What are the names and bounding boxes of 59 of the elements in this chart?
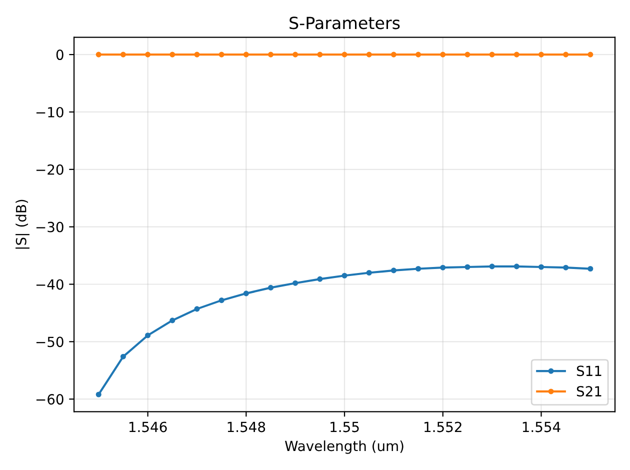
point xyxy=(96,52,102,58)
point xyxy=(218,298,224,304)
point xyxy=(514,52,520,58)
y-tick-label: −20 xyxy=(36,164,64,175)
point xyxy=(464,264,470,270)
point xyxy=(440,264,446,270)
x-tick-label: 1.55 xyxy=(330,422,359,432)
x-axis-title: Wavelength (um) xyxy=(284,440,404,454)
point xyxy=(120,52,126,58)
point xyxy=(563,264,569,270)
legend-label: S11 xyxy=(576,366,602,376)
chart-title: S-Parameters xyxy=(290,16,400,30)
point xyxy=(464,52,470,58)
point xyxy=(218,52,224,58)
point xyxy=(416,52,422,58)
legend-label: S21 xyxy=(576,386,602,397)
point xyxy=(416,266,422,272)
point xyxy=(366,52,372,58)
point xyxy=(120,354,126,360)
point xyxy=(145,52,151,58)
point xyxy=(170,52,176,58)
point xyxy=(390,52,396,58)
point xyxy=(514,264,520,270)
point xyxy=(489,264,495,270)
y-tick-label: 0 xyxy=(56,50,64,60)
x-tick-label: 1.548 xyxy=(228,422,266,432)
point xyxy=(194,306,200,312)
point xyxy=(489,52,495,58)
point xyxy=(268,52,274,58)
point xyxy=(342,272,348,278)
point xyxy=(538,264,544,270)
x-tick-label: 1.552 xyxy=(424,422,462,432)
y-tick-label: −40 xyxy=(36,279,64,290)
point xyxy=(96,392,102,398)
x-tick-label: 1.546 xyxy=(129,422,167,432)
point xyxy=(317,52,323,58)
point xyxy=(366,270,372,276)
point xyxy=(292,52,298,58)
y-tick-label: −60 xyxy=(36,394,64,405)
point xyxy=(194,52,200,58)
point xyxy=(588,52,594,58)
point xyxy=(563,52,569,58)
point xyxy=(390,268,396,274)
point xyxy=(292,280,298,286)
point xyxy=(440,52,446,58)
y-tick-label: −30 xyxy=(36,222,64,232)
y-tick-label: −10 xyxy=(36,106,64,118)
point xyxy=(268,284,274,290)
point xyxy=(538,52,544,58)
y-axis-title: |S| (dB) xyxy=(16,200,30,249)
point xyxy=(317,276,323,282)
point xyxy=(145,332,151,338)
y-tick-label: −50 xyxy=(36,336,64,348)
point xyxy=(588,266,594,272)
point xyxy=(342,52,348,58)
point xyxy=(170,318,176,324)
point xyxy=(243,52,249,58)
point xyxy=(243,290,249,296)
x-tick-label: 1.554 xyxy=(522,422,560,432)
